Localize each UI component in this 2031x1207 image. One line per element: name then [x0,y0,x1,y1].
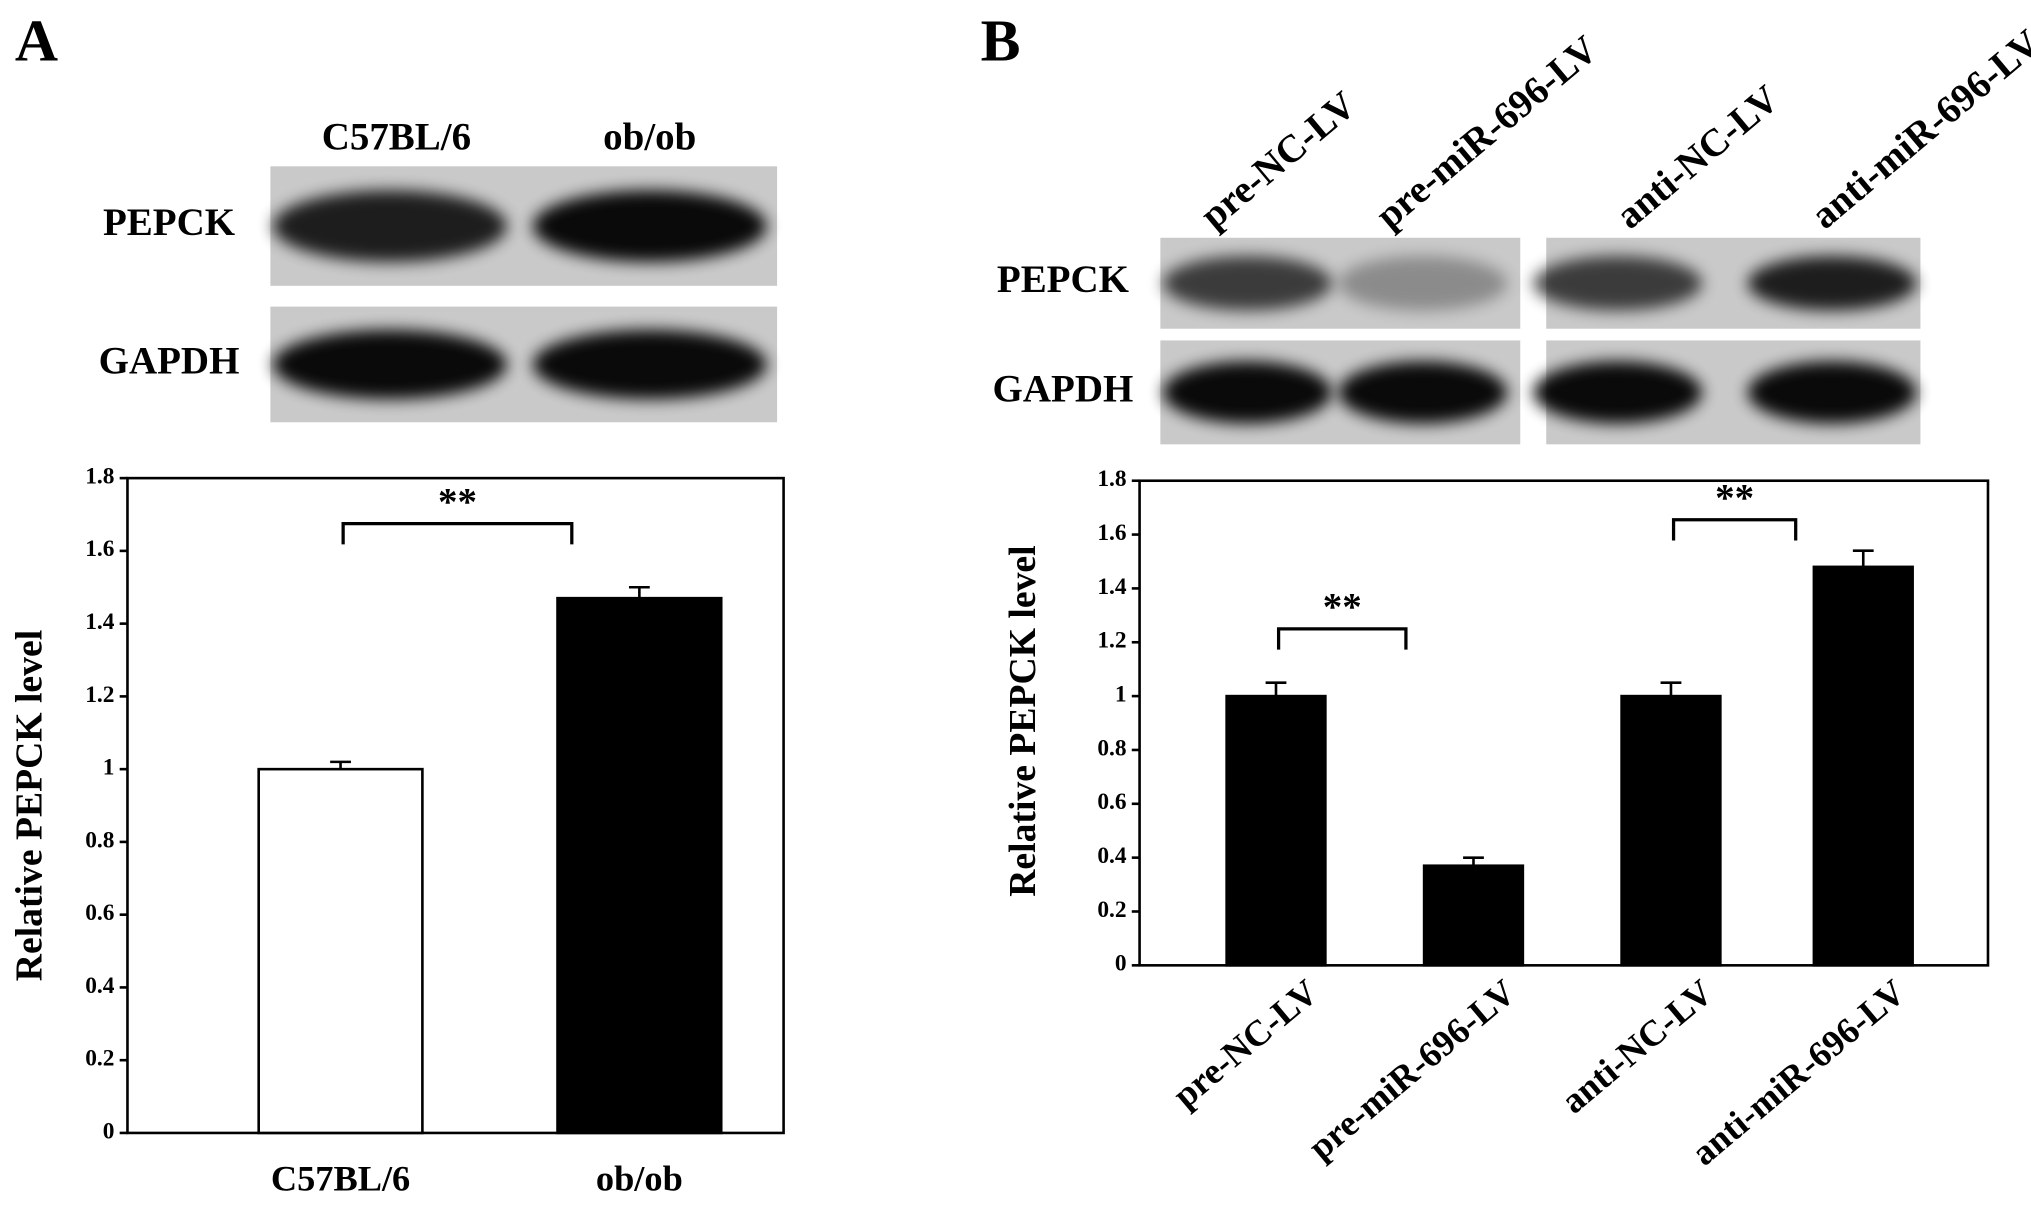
x-tick-label: C57BL/6 [271,1159,410,1199]
y-tick-label: 1.6 [85,536,114,562]
y-tick-label: 0.6 [1097,789,1126,815]
blot-band [272,329,507,400]
blot-lane-label: pre-NC-LV [1192,83,1364,237]
x-tick-label: anti-NC-LV [1553,972,1720,1121]
y-tick-label: 1.4 [1097,574,1127,600]
y-tick-label: 0.4 [85,973,115,999]
bar [1422,864,1525,967]
bar [1620,694,1722,967]
blot-band [1338,361,1508,424]
y-tick-label: 0.4 [1097,843,1127,869]
significance-bracket [1671,518,1798,541]
plot-frame [126,476,785,1135]
blot-row-label: GAPDH [993,367,1134,410]
blot-band [272,190,507,262]
y-tick-label: 1.6 [1097,520,1126,546]
y-tick-label: 1 [1115,681,1127,707]
error-bar [628,585,650,599]
error-bar [1852,549,1874,567]
y-axis-label: Relative PEPCK level [1002,545,1044,896]
significance-bracket [341,521,574,545]
significance-label: ** [1323,586,1362,629]
panel-label: B [981,7,1021,73]
blot-band [1747,361,1917,424]
bar [1225,694,1327,967]
error-bar [330,760,351,770]
y-tick-label: 1.4 [85,609,115,635]
error-bar [1265,681,1287,697]
blot-row-label: GAPDH [99,339,240,382]
blot-band [532,329,767,400]
plot-frame [1138,479,1990,967]
error-bar [1660,681,1682,697]
y-tick-label: 1.2 [1097,628,1126,654]
blot-band [532,190,767,262]
significance-bracket [1276,627,1408,650]
blot-lane-label: anti-NC-LV [1608,77,1787,237]
y-tick-label: 0 [1115,951,1127,977]
blot-band [1338,255,1508,311]
blot-band [1747,255,1917,311]
x-tick-label: ob/ob [596,1159,683,1199]
y-axis-label: Relative PEPCK level [8,630,50,981]
x-tick-label: pre-miR-696-LV [1301,972,1523,1168]
y-tick-label: 1 [103,755,115,781]
x-tick-label: pre-NC-LV [1165,972,1325,1116]
blot-band [1162,255,1332,311]
y-tick-label: 0.2 [1097,897,1126,923]
bar [556,596,723,1135]
blot-row-label: PEPCK [997,258,1129,301]
error-bar [1463,856,1484,866]
bar [257,767,424,1135]
y-tick-label: 1.8 [1097,466,1126,492]
bar [1812,565,1914,967]
blot-lane-label: pre-miR-696-LV [1368,28,1606,238]
y-tick-label: 0.6 [85,900,114,926]
y-tick-label: 0.8 [1097,735,1126,761]
blot-lane-label: anti-miR-696-LV [1803,21,2031,237]
blot-band [1533,255,1703,311]
blot-lane-label: C57BL/6 [322,115,471,158]
blot-row-label: PEPCK [103,201,235,244]
y-tick-label: 0.2 [85,1046,114,1072]
y-tick-label: 0.8 [85,827,114,853]
blot-band [1162,361,1332,424]
significance-label: ** [438,480,477,523]
y-tick-label: 0 [103,1118,115,1144]
blot-lane-label: ob/ob [603,115,696,158]
y-tick-label: 1.2 [85,682,114,708]
panel-label: A [15,7,58,73]
significance-label: ** [1715,476,1754,519]
y-tick-label: 1.8 [85,463,114,489]
blot-band [1533,361,1703,424]
